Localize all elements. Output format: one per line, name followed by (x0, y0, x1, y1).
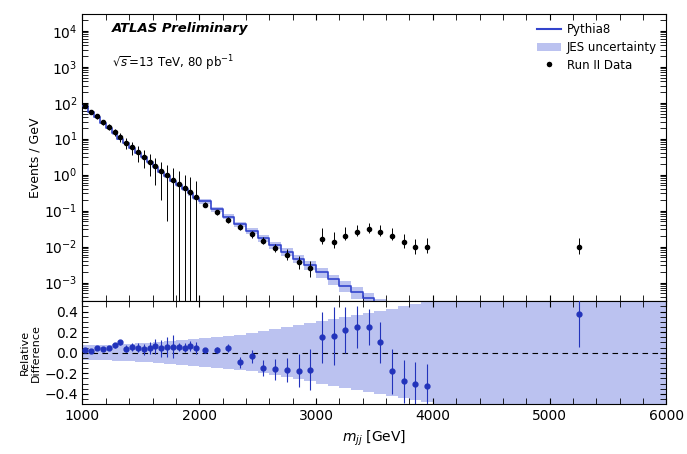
Text: ATLAS Preliminary: ATLAS Preliminary (111, 22, 248, 35)
Y-axis label: Relative
Difference: Relative Difference (20, 324, 41, 382)
X-axis label: $m_{jj}$ [GeV]: $m_{jj}$ [GeV] (342, 429, 407, 448)
Text: $\sqrt{s}$=13 TeV, 80 pb$^{-1}$: $\sqrt{s}$=13 TeV, 80 pb$^{-1}$ (111, 54, 234, 74)
Y-axis label: Events / GeV: Events / GeV (28, 117, 41, 197)
Legend: Pythia8, JES uncertainty, Run II Data: Pythia8, JES uncertainty, Run II Data (534, 20, 660, 75)
